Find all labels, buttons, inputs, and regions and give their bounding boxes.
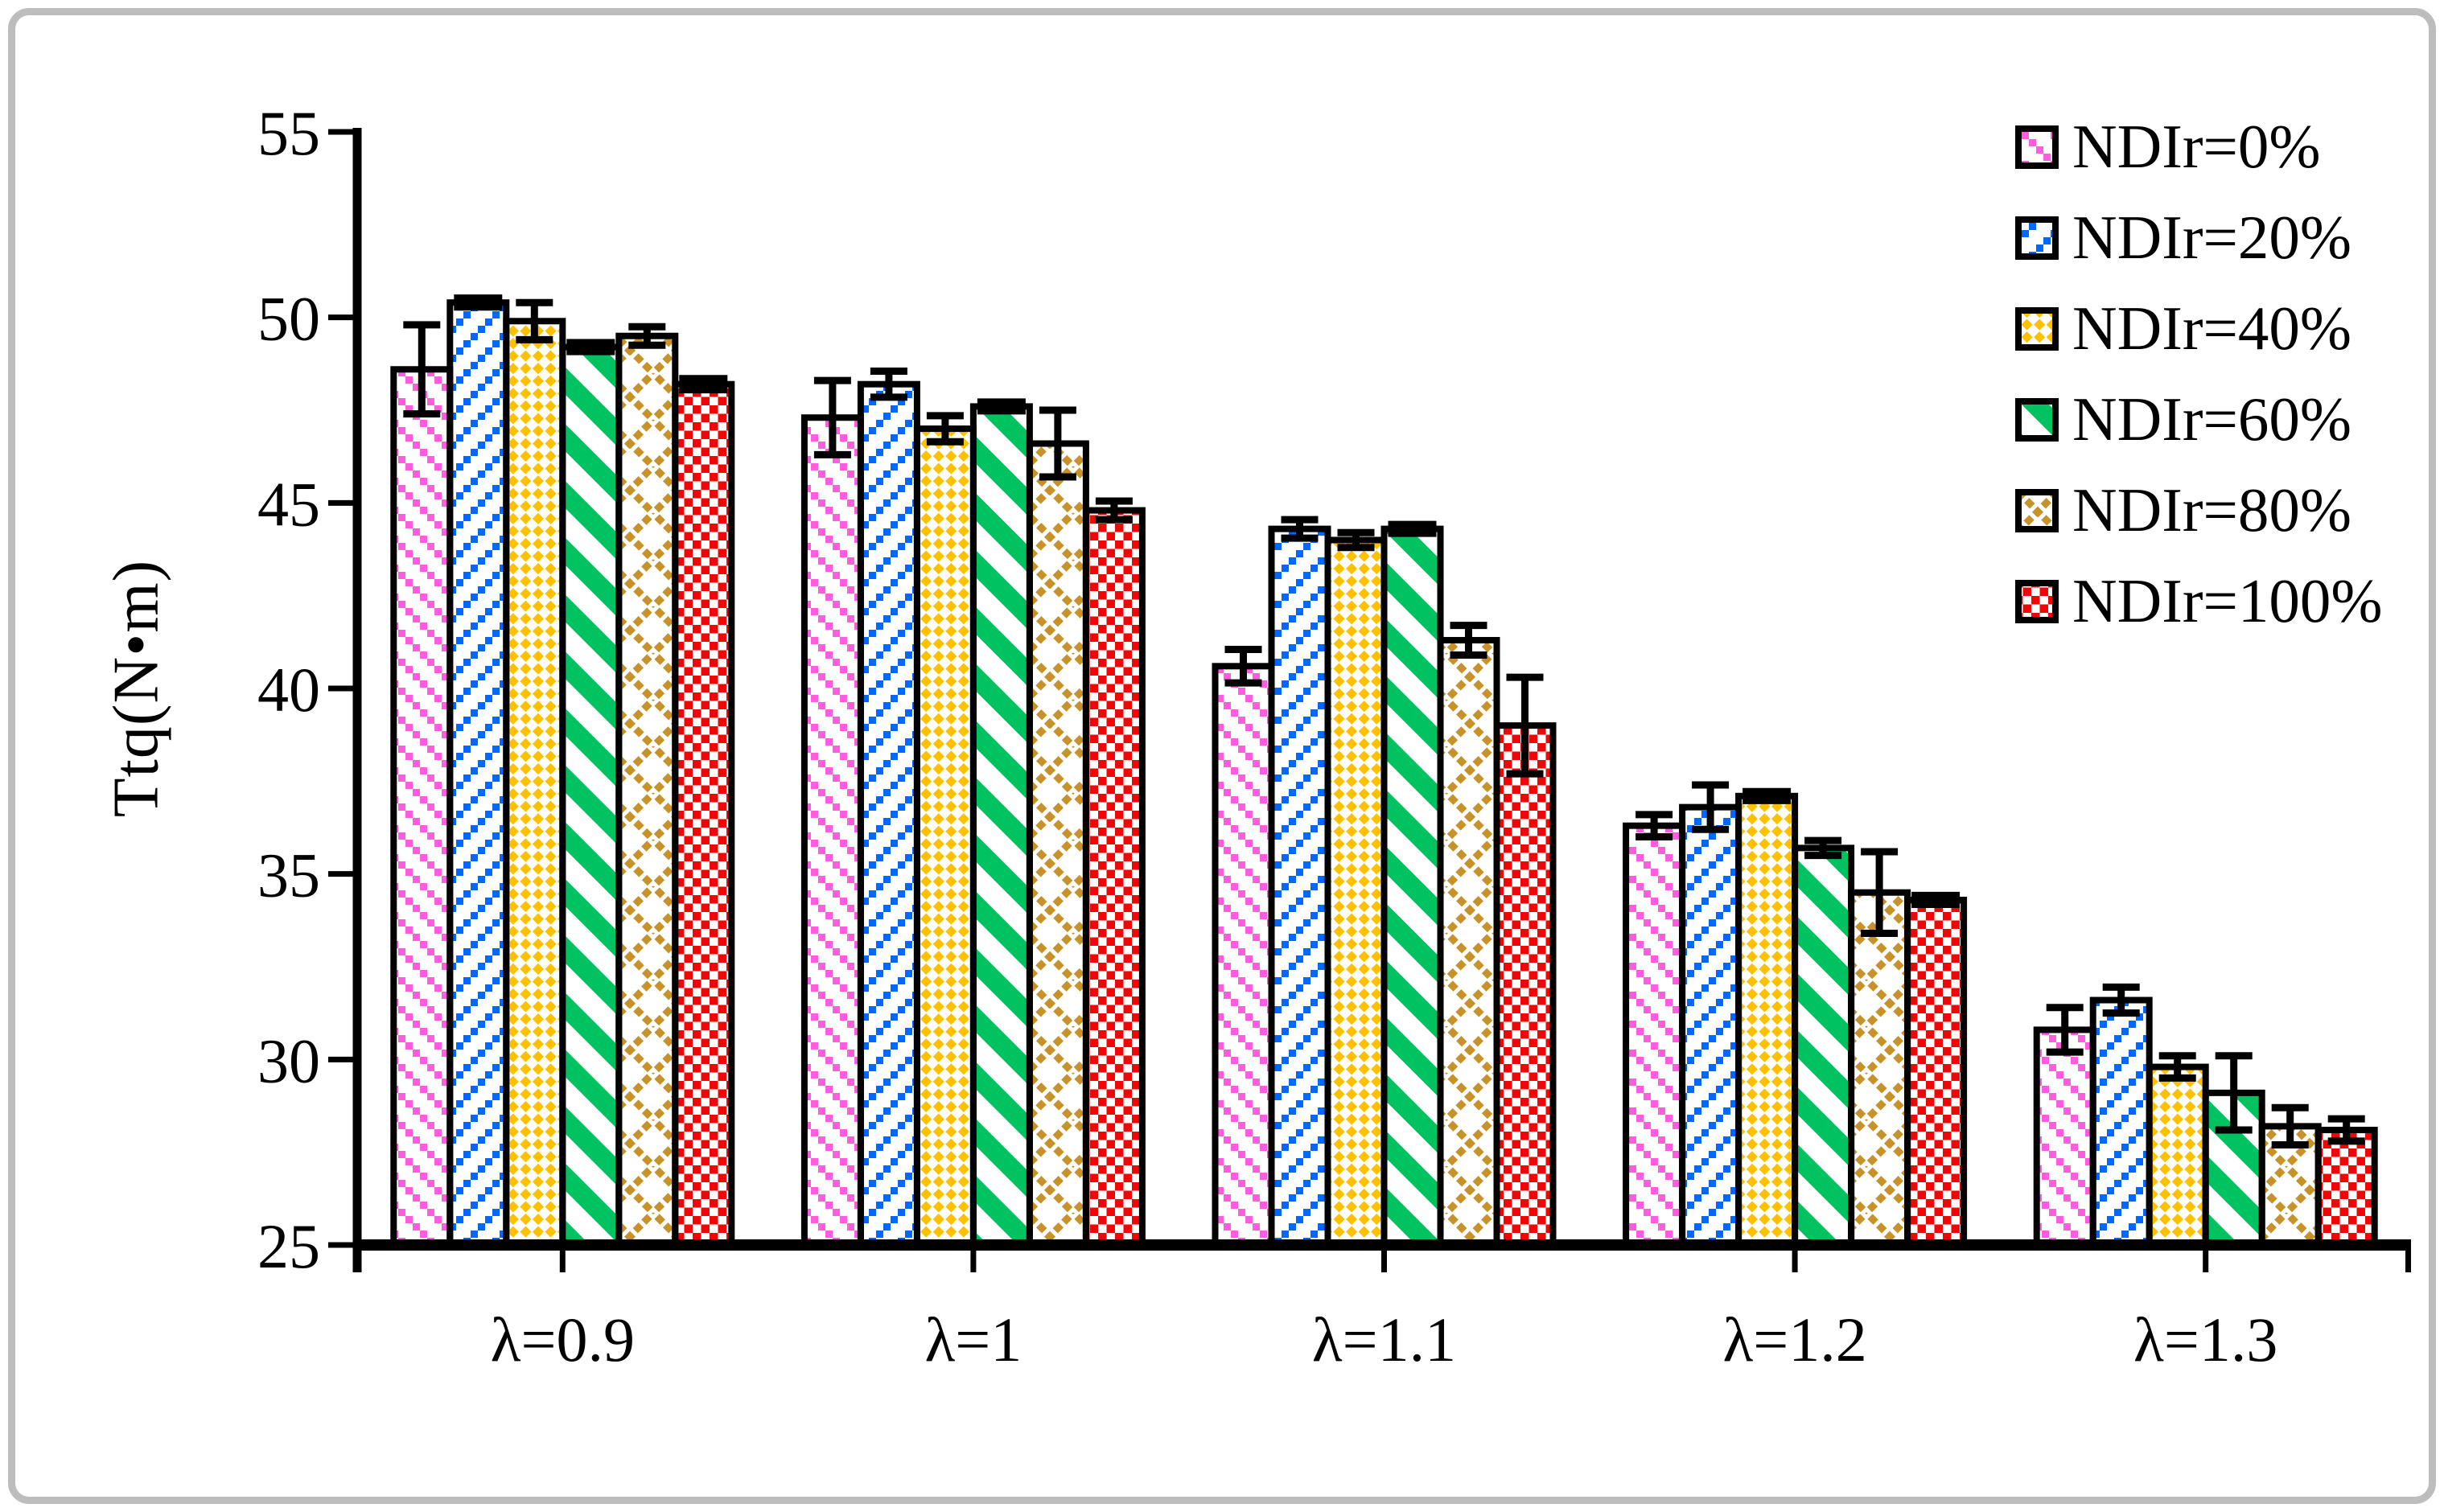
bar-NDIr=0%-λ=1.2: [1623, 822, 1686, 1248]
error-bar-NDIr=100%-λ=1.3: [2327, 1115, 2365, 1145]
error-bar-NDIr=20%-λ=1: [870, 368, 907, 401]
error-bar-NDIr=0%-λ=1.3: [2046, 1004, 2084, 1056]
error-bar-NDIr=80%-λ=0.9: [628, 323, 666, 349]
legend-label: NDIr=100%: [2072, 566, 2383, 635]
bar-NDIr=20%-λ=1.1: [1268, 525, 1331, 1248]
bar-NDIr=0%-λ=0.9: [390, 366, 454, 1249]
legend: NDIr=0% NDIr=20% NDIr=40% NDIr=60% NDIr=…: [2014, 101, 2383, 647]
bar-NDIr=60%-λ=1: [969, 403, 1033, 1248]
bar-NDIr=20%-λ=0.9: [446, 299, 510, 1248]
legend-item: NDIr=60%: [2014, 374, 2383, 465]
error-bar-NDIr=100%-λ=1.2: [1911, 891, 1961, 908]
legend-swatch-ndir-20-icon: [2015, 216, 2059, 260]
error-bar-NDIr=20%-λ=1.3: [2102, 983, 2140, 1017]
bar-NDIr=20%-λ=1: [857, 380, 920, 1248]
y-tick-label-40: 40: [257, 655, 320, 725]
error-bar-NDIr=40%-λ=1: [926, 412, 964, 446]
legend-label: NDIr=60%: [2072, 384, 2352, 454]
error-bar-NDIr=20%-λ=1.2: [1692, 781, 1730, 833]
error-bar-NDIr=20%-λ=1.1: [1281, 516, 1319, 542]
error-bar-NDIr=80%-λ=1.3: [2271, 1103, 2309, 1148]
bar-NDIr=40%-λ=1.3: [2146, 1063, 2209, 1249]
y-tick-label-30: 30: [257, 1025, 320, 1095]
error-bar-NDIr=20%-λ=0.9: [454, 294, 503, 311]
x-tick-label-λ=1: λ=1: [924, 1305, 1022, 1374]
bar-NDIr=80%-λ=1.1: [1437, 637, 1500, 1248]
error-bar-NDIr=0%-λ=1.2: [1636, 811, 1673, 841]
bar-NDIr=100%-λ=1.2: [1904, 896, 1968, 1248]
error-bar-NDIr=80%-λ=1.2: [1861, 848, 1899, 937]
error-bar-NDIr=60%-λ=1.2: [1804, 836, 1842, 860]
error-bar-NDIr=60%-λ=1.3: [2215, 1052, 2253, 1134]
legend-swatch-ndir-0-icon: [2015, 125, 2059, 169]
legend-item: NDIr=40%: [2014, 283, 2383, 374]
bar-NDIr=60%-λ=1.2: [1792, 844, 1855, 1248]
bar-NDIr=40%-λ=0.9: [503, 318, 566, 1248]
bar-NDIr=100%-λ=1: [1082, 507, 1146, 1248]
y-tick-label-50: 50: [257, 284, 320, 354]
bar-NDIr=60%-λ=0.9: [559, 343, 623, 1248]
bar-NDIr=0%-λ=1.1: [1212, 663, 1275, 1248]
error-bar-NDIr=60%-λ=1.1: [1388, 520, 1437, 537]
legend-item: NDIr=20%: [2014, 192, 2383, 283]
error-bar-NDIr=100%-λ=0.9: [679, 375, 728, 394]
y-axis-title: Ttq(N•m): [101, 559, 172, 818]
error-bar-NDIr=100%-λ=1: [1095, 497, 1133, 524]
legend-label: NDIr=0%: [2072, 112, 2321, 181]
y-tick-label-35: 35: [257, 840, 320, 910]
bar-NDIr=80%-λ=0.9: [615, 332, 679, 1249]
error-bar-NDIr=80%-λ=1.1: [1450, 622, 1487, 659]
bar-NDIr=40%-λ=1.2: [1735, 792, 1799, 1248]
legend-swatch-ndir-80-icon: [2015, 488, 2059, 532]
y-tick-label-55: 55: [257, 98, 320, 168]
legend-item: NDIr=100%: [2014, 556, 2383, 647]
legend-item: NDIr=80%: [2014, 465, 2383, 556]
error-bar-NDIr=80%-λ=1: [1039, 406, 1076, 481]
bar-NDIr=100%-λ=1.1: [1493, 722, 1557, 1248]
error-bar-NDIr=60%-λ=1: [977, 398, 1026, 415]
x-tick-label-λ=1.2: λ=1.2: [1722, 1305, 1866, 1374]
bar-NDIr=40%-λ=1: [913, 425, 977, 1248]
bar-NDIr=20%-λ=1.3: [2089, 996, 2153, 1249]
x-tick-label-λ=1.3: λ=1.3: [2133, 1305, 2277, 1374]
error-bar-NDIr=0%-λ=0.9: [403, 321, 441, 418]
bar-NDIr=40%-λ=1.1: [1324, 536, 1388, 1248]
bar-NDIr=20%-λ=1.2: [1679, 803, 1742, 1248]
legend-label: NDIr=20%: [2072, 203, 2352, 272]
bar-NDIr=80%-λ=1: [1026, 440, 1089, 1248]
bar-NDIr=100%-λ=1.3: [2314, 1126, 2378, 1249]
error-bar-NDIr=40%-λ=1.2: [1742, 787, 1792, 804]
y-tick-label-45: 45: [257, 469, 320, 539]
legend-swatch-ndir-40-icon: [2015, 306, 2059, 351]
bar-NDIr=0%-λ=1: [800, 414, 864, 1248]
x-tick-label-λ=1.1: λ=1.1: [1312, 1305, 1456, 1374]
legend-swatch-ndir-60-icon: [2015, 397, 2059, 442]
error-bar-NDIr=0%-λ=1: [813, 376, 851, 458]
bar-NDIr=0%-λ=1.3: [2033, 1026, 2096, 1248]
legend-label: NDIr=40%: [2072, 294, 2352, 363]
error-bar-NDIr=40%-λ=1.1: [1337, 528, 1375, 552]
bar-NDIr=80%-λ=1.2: [1848, 889, 1911, 1248]
error-bar-NDIr=0%-λ=1.1: [1224, 646, 1262, 687]
y-tick-label-25: 25: [257, 1211, 320, 1281]
legend-item: NDIr=0%: [2014, 101, 2383, 192]
legend-label: NDIr=80%: [2072, 475, 2352, 544]
x-tick-label-λ=0.9: λ=0.9: [491, 1305, 635, 1374]
bar-NDIr=60%-λ=1.1: [1380, 525, 1444, 1248]
error-bar-NDIr=100%-λ=1.1: [1506, 673, 1544, 778]
error-bar-NDIr=40%-λ=1.3: [2158, 1052, 2196, 1082]
error-bar-NDIr=60%-λ=0.9: [566, 339, 615, 355]
bar-NDIr=100%-λ=0.9: [672, 380, 735, 1248]
error-bar-NDIr=40%-λ=0.9: [516, 298, 553, 343]
legend-swatch-ndir-100-icon: [2015, 579, 2059, 623]
